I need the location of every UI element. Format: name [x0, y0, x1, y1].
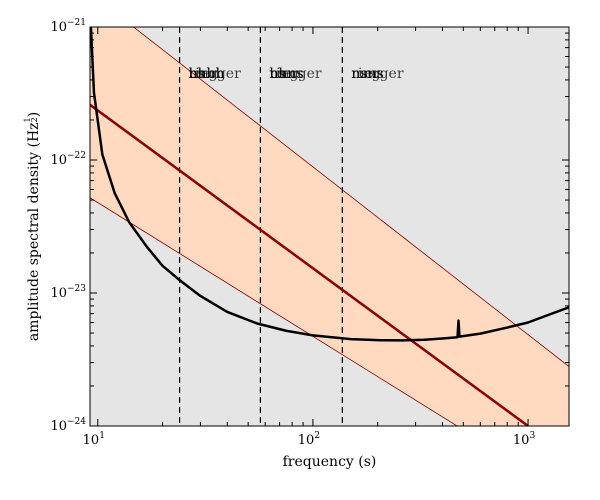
annotation-text: merger	[269, 66, 322, 82]
sensitivity-band	[90, 27, 569, 426]
x-tick-label: 101	[83, 431, 105, 448]
y-axis-title-exp-num: 1	[23, 117, 32, 122]
y-tick-label: 10−21	[50, 18, 86, 35]
band-lower-edge	[90, 197, 458, 426]
annotation-text: ring	[269, 66, 298, 82]
series-signal	[90, 103, 529, 426]
tick-labels: 101 102 103 10−24 10−23 10−22 10−21	[50, 18, 535, 448]
annotation-text: merger	[189, 66, 242, 82]
y-axis-title-close: )	[26, 112, 42, 117]
annotation-text: ns	[269, 66, 285, 82]
annotation-text: bhbh	[189, 66, 225, 82]
series-noise	[90, 27, 569, 342]
y-axis-title-exp-den: 2	[30, 117, 39, 122]
annotation-text: merger	[351, 66, 404, 82]
annotation-text: nsns	[351, 66, 383, 82]
y-axis-title: amplitude spectral density (Hz12)	[23, 112, 42, 341]
axis-ticks	[90, 26, 569, 427]
y-axis-title-main: amplitude spectral density (Hz	[26, 122, 42, 341]
x-axis-title: frequency (s)	[283, 454, 377, 470]
annotation-text: bhns	[269, 66, 303, 82]
x-tick-label: 102	[298, 431, 320, 448]
band-upper-edge	[132, 27, 569, 367]
annotation-text: ring	[189, 66, 218, 82]
annotation-text: ring	[351, 66, 380, 82]
y-tick-label: 10−23	[50, 284, 86, 301]
x-tick-label: 103	[513, 431, 536, 448]
y-tick-label: 10−22	[50, 151, 86, 168]
plot-frame	[89, 26, 570, 427]
y-tick-label: 10−24	[50, 417, 86, 434]
annotation-text: ns	[189, 66, 205, 82]
